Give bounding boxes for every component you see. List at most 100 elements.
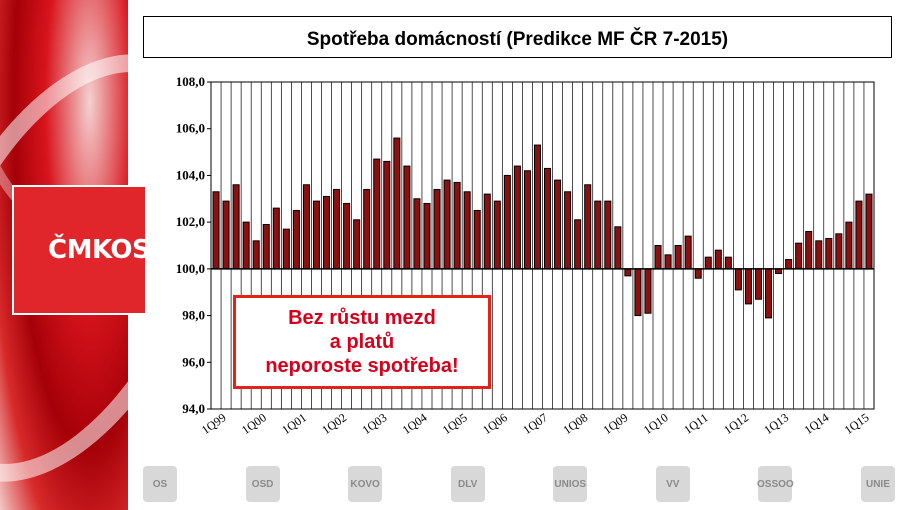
bar [533, 144, 541, 270]
x-tick-label: 1Q02 [319, 410, 349, 437]
y-tick-label: 108,0 [176, 74, 205, 89]
bar [222, 200, 230, 270]
x-tick-label: 1Q11 [681, 410, 711, 437]
bar [262, 223, 270, 270]
partner-logo: UNIOS [553, 466, 588, 502]
bar [644, 268, 652, 314]
bar-chart: 108,0106,0104,0102,0100,098,096,094,01Q9… [176, 74, 875, 437]
bar [855, 200, 863, 270]
bar [312, 200, 320, 270]
x-tick-label: 1Q00 [239, 410, 269, 437]
bar [564, 191, 572, 270]
partner-logo: OSD [245, 466, 280, 502]
bar [433, 188, 441, 270]
bar [403, 165, 411, 270]
bar [232, 184, 240, 270]
bar [554, 179, 562, 270]
bar [493, 200, 501, 270]
callout-box: Bez růstu mezd a platů neporoste spotřeb… [233, 295, 491, 389]
bar [714, 249, 722, 270]
bar [674, 245, 682, 270]
bar [604, 200, 612, 270]
bar [323, 195, 331, 270]
partner-logo: KOVO [348, 466, 383, 502]
bar [473, 209, 481, 270]
x-tick-label: 1Q09 [601, 410, 631, 437]
x-tick-label: 1Q01 [279, 410, 309, 437]
partner-logo: OS [143, 466, 177, 502]
bar [734, 268, 742, 291]
bar [594, 200, 602, 270]
y-tick-label: 96,0 [182, 354, 205, 369]
bar [413, 198, 421, 270]
x-tick-label: 1Q03 [360, 410, 390, 437]
callout-line: Bez růstu mezd [288, 307, 436, 329]
bar [845, 221, 853, 270]
bar [634, 268, 642, 317]
x-tick-label: 1Q08 [560, 410, 590, 437]
bar [463, 191, 471, 270]
bar [684, 235, 692, 270]
bar [443, 179, 451, 270]
bar [664, 254, 672, 270]
x-tick-label: 1Q14 [802, 410, 832, 437]
bar [815, 240, 823, 270]
bar [544, 167, 552, 270]
bar [333, 188, 341, 270]
title-box: Spotřeba domácností (Predikce MF ČR 7-20… [143, 16, 892, 58]
x-tick-label: 1Q10 [641, 410, 671, 437]
y-tick-label: 106,0 [176, 121, 205, 136]
bar [754, 268, 762, 300]
bar [343, 202, 351, 270]
x-tick-label: 1Q06 [480, 410, 510, 437]
bar [865, 193, 873, 270]
cmkos-logo: ČMKOS [12, 185, 151, 315]
bar [272, 207, 280, 270]
bar [373, 158, 381, 270]
bar [574, 219, 582, 270]
x-tick-label: 1Q04 [400, 410, 430, 437]
bar [212, 191, 220, 270]
bar [744, 268, 752, 305]
x-tick-label: 1Q07 [520, 410, 550, 437]
callout-line: neporoste spotřeba! [265, 355, 459, 377]
bar [825, 237, 833, 270]
bar [393, 137, 401, 270]
y-tick-label: 98,0 [182, 308, 205, 323]
bar [383, 160, 391, 270]
chart-title: Spotřeba domácností (Predikce MF ČR 7-20… [306, 29, 729, 50]
bar [453, 181, 461, 270]
bar [654, 245, 662, 270]
y-tick-label: 94,0 [182, 401, 205, 416]
y-tick-label: 102,0 [176, 214, 205, 229]
x-tick-label: 1Q12 [721, 410, 751, 437]
bar [624, 268, 632, 277]
bar [835, 233, 843, 270]
bar [584, 184, 592, 270]
partner-logo: UNIE [860, 466, 895, 502]
partner-logo: VV [655, 466, 690, 502]
bar [614, 226, 622, 270]
bar [785, 259, 793, 270]
bar [302, 184, 310, 270]
x-tick-label: 1Q15 [842, 410, 872, 437]
bar [513, 165, 521, 270]
y-tick-label: 100,0 [176, 261, 205, 276]
bar [242, 221, 250, 270]
bar [523, 170, 531, 270]
bar [704, 256, 712, 270]
bar [353, 219, 361, 270]
y-tick-label: 104,0 [176, 167, 205, 182]
x-tick-label: 1Q13 [761, 410, 791, 437]
callout-line: a platů [329, 331, 395, 353]
logo-text: ČMKOS [48, 235, 151, 265]
bar [363, 188, 371, 270]
partner-logo: OSSOO [757, 466, 794, 502]
bar [252, 240, 260, 270]
bar [483, 193, 491, 270]
bar [423, 202, 431, 270]
bar [282, 228, 290, 270]
partner-logo: DLV [450, 466, 485, 502]
bar [765, 268, 773, 319]
bar [694, 268, 702, 279]
